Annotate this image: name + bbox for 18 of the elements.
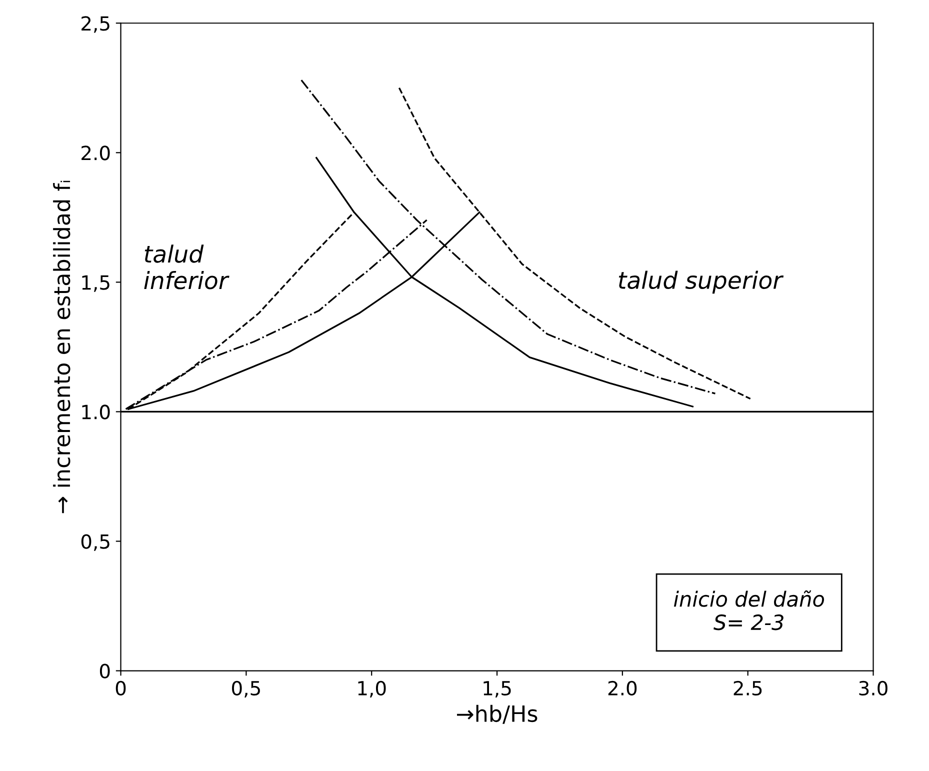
x-tick-label: 0 — [116, 680, 126, 696]
x-tick-label: 2.5 — [734, 680, 762, 696]
x-axis-title: →hb/Hs — [456, 704, 538, 724]
x-tick-label: 2.0 — [608, 680, 637, 696]
y-tick-label: 0 — [100, 664, 110, 678]
x-tick-label: 3.0 — [859, 680, 888, 696]
annotation: talud superior — [618, 270, 784, 294]
y-tick-label: 1.0 — [82, 404, 110, 420]
annotation: talud inferior — [144, 244, 230, 290]
x-tick-label: 0,5 — [232, 680, 260, 698]
x-tick-label: 1,0 — [358, 680, 386, 698]
y-axis-title: → incremento en estabilidad fᵢ — [53, 180, 70, 514]
y-tick-label: 1,5 — [82, 275, 110, 292]
y-tick-label: 0,5 — [81, 534, 110, 551]
y-tick-label: 2,5 — [82, 16, 110, 33]
x-tick-label: 1,5 — [484, 681, 511, 698]
annotation: inicio del daño S= 2-3 — [674, 590, 824, 630]
y-tick-label: 2.0 — [82, 146, 110, 160]
